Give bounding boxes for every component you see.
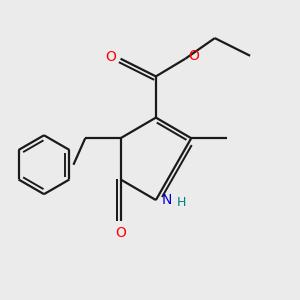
Text: H: H [177, 196, 187, 209]
Text: O: O [105, 50, 116, 64]
Text: O: O [188, 50, 199, 63]
Text: N: N [161, 193, 172, 207]
Text: O: O [115, 226, 126, 240]
